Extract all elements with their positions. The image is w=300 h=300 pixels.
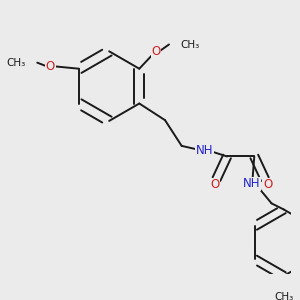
Text: O: O [151, 45, 160, 58]
Text: NH: NH [243, 177, 261, 190]
Text: CH₃: CH₃ [274, 292, 293, 300]
Text: O: O [46, 60, 55, 73]
Text: CH₃: CH₃ [180, 40, 200, 50]
Text: NH: NH [196, 144, 213, 157]
Text: O: O [210, 178, 220, 191]
Text: CH₃: CH₃ [7, 58, 26, 68]
Text: O: O [263, 178, 272, 191]
